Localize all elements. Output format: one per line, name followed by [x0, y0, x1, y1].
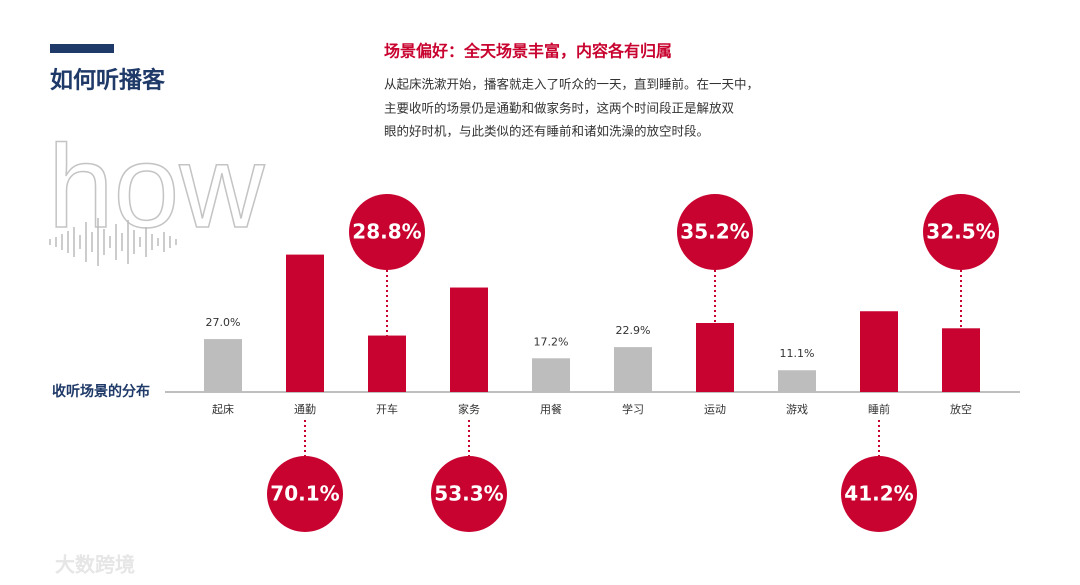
bar	[614, 347, 652, 392]
x-tick-label: 用餐	[540, 402, 562, 416]
x-tick-label: 游戏	[786, 403, 808, 416]
x-tick-label: 通勤	[294, 403, 316, 416]
value-label: 28.8%	[352, 220, 421, 244]
intro-title: 场景偏好：全天场景丰富，内容各有归属	[384, 42, 672, 61]
bar	[860, 311, 898, 392]
value-label: 22.9%	[616, 324, 651, 337]
decor-word: how	[48, 121, 265, 253]
intro-line: 主要收听的场景仍是通勤和做家务时，这两个时间段正是解放双	[384, 101, 735, 116]
value-bubble	[431, 456, 507, 532]
bar	[942, 328, 980, 392]
title-bar	[50, 44, 114, 53]
value-bubble	[923, 194, 999, 270]
x-tick-label: 家务	[458, 402, 480, 416]
value-label: 17.2%	[534, 335, 569, 348]
waveform	[49, 218, 177, 266]
intro-line: 眼的好时机，与此类似的还有睡前和诸如洗澡的放空时段。	[384, 124, 709, 139]
bar	[532, 358, 570, 392]
x-tick-label: 学习	[622, 402, 644, 416]
intro-line: 从起床洗漱开始，播客就走入了听众的一天，直到睡前。在一天中，	[384, 77, 759, 92]
bar	[696, 323, 734, 392]
bar	[778, 370, 816, 392]
value-label: 11.1%	[780, 347, 815, 360]
x-tick-label: 开车	[376, 402, 398, 416]
x-tick-label: 运动	[704, 403, 726, 416]
value-bubble	[349, 194, 425, 270]
page-title: 如何听播客	[50, 67, 166, 94]
x-tick-label: 睡前	[868, 402, 890, 416]
bar	[368, 335, 406, 392]
value-label: 70.1%	[270, 482, 339, 506]
x-tick-label: 起床	[212, 402, 234, 416]
value-label: 53.3%	[434, 482, 503, 506]
value-label: 35.2%	[680, 220, 749, 244]
value-label: 27.0%	[206, 316, 241, 329]
value-bubble	[267, 456, 343, 532]
value-label: 32.5%	[926, 220, 995, 244]
x-tick-label: 放空	[950, 402, 972, 416]
watermark: 大数跨境	[55, 553, 135, 577]
bar	[450, 287, 488, 392]
value-bubble	[677, 194, 753, 270]
axis-label: 收听场景的分布	[52, 383, 150, 400]
bar	[286, 254, 324, 392]
bar	[204, 339, 242, 392]
value-bubble	[841, 456, 917, 532]
value-label: 41.2%	[844, 482, 913, 506]
